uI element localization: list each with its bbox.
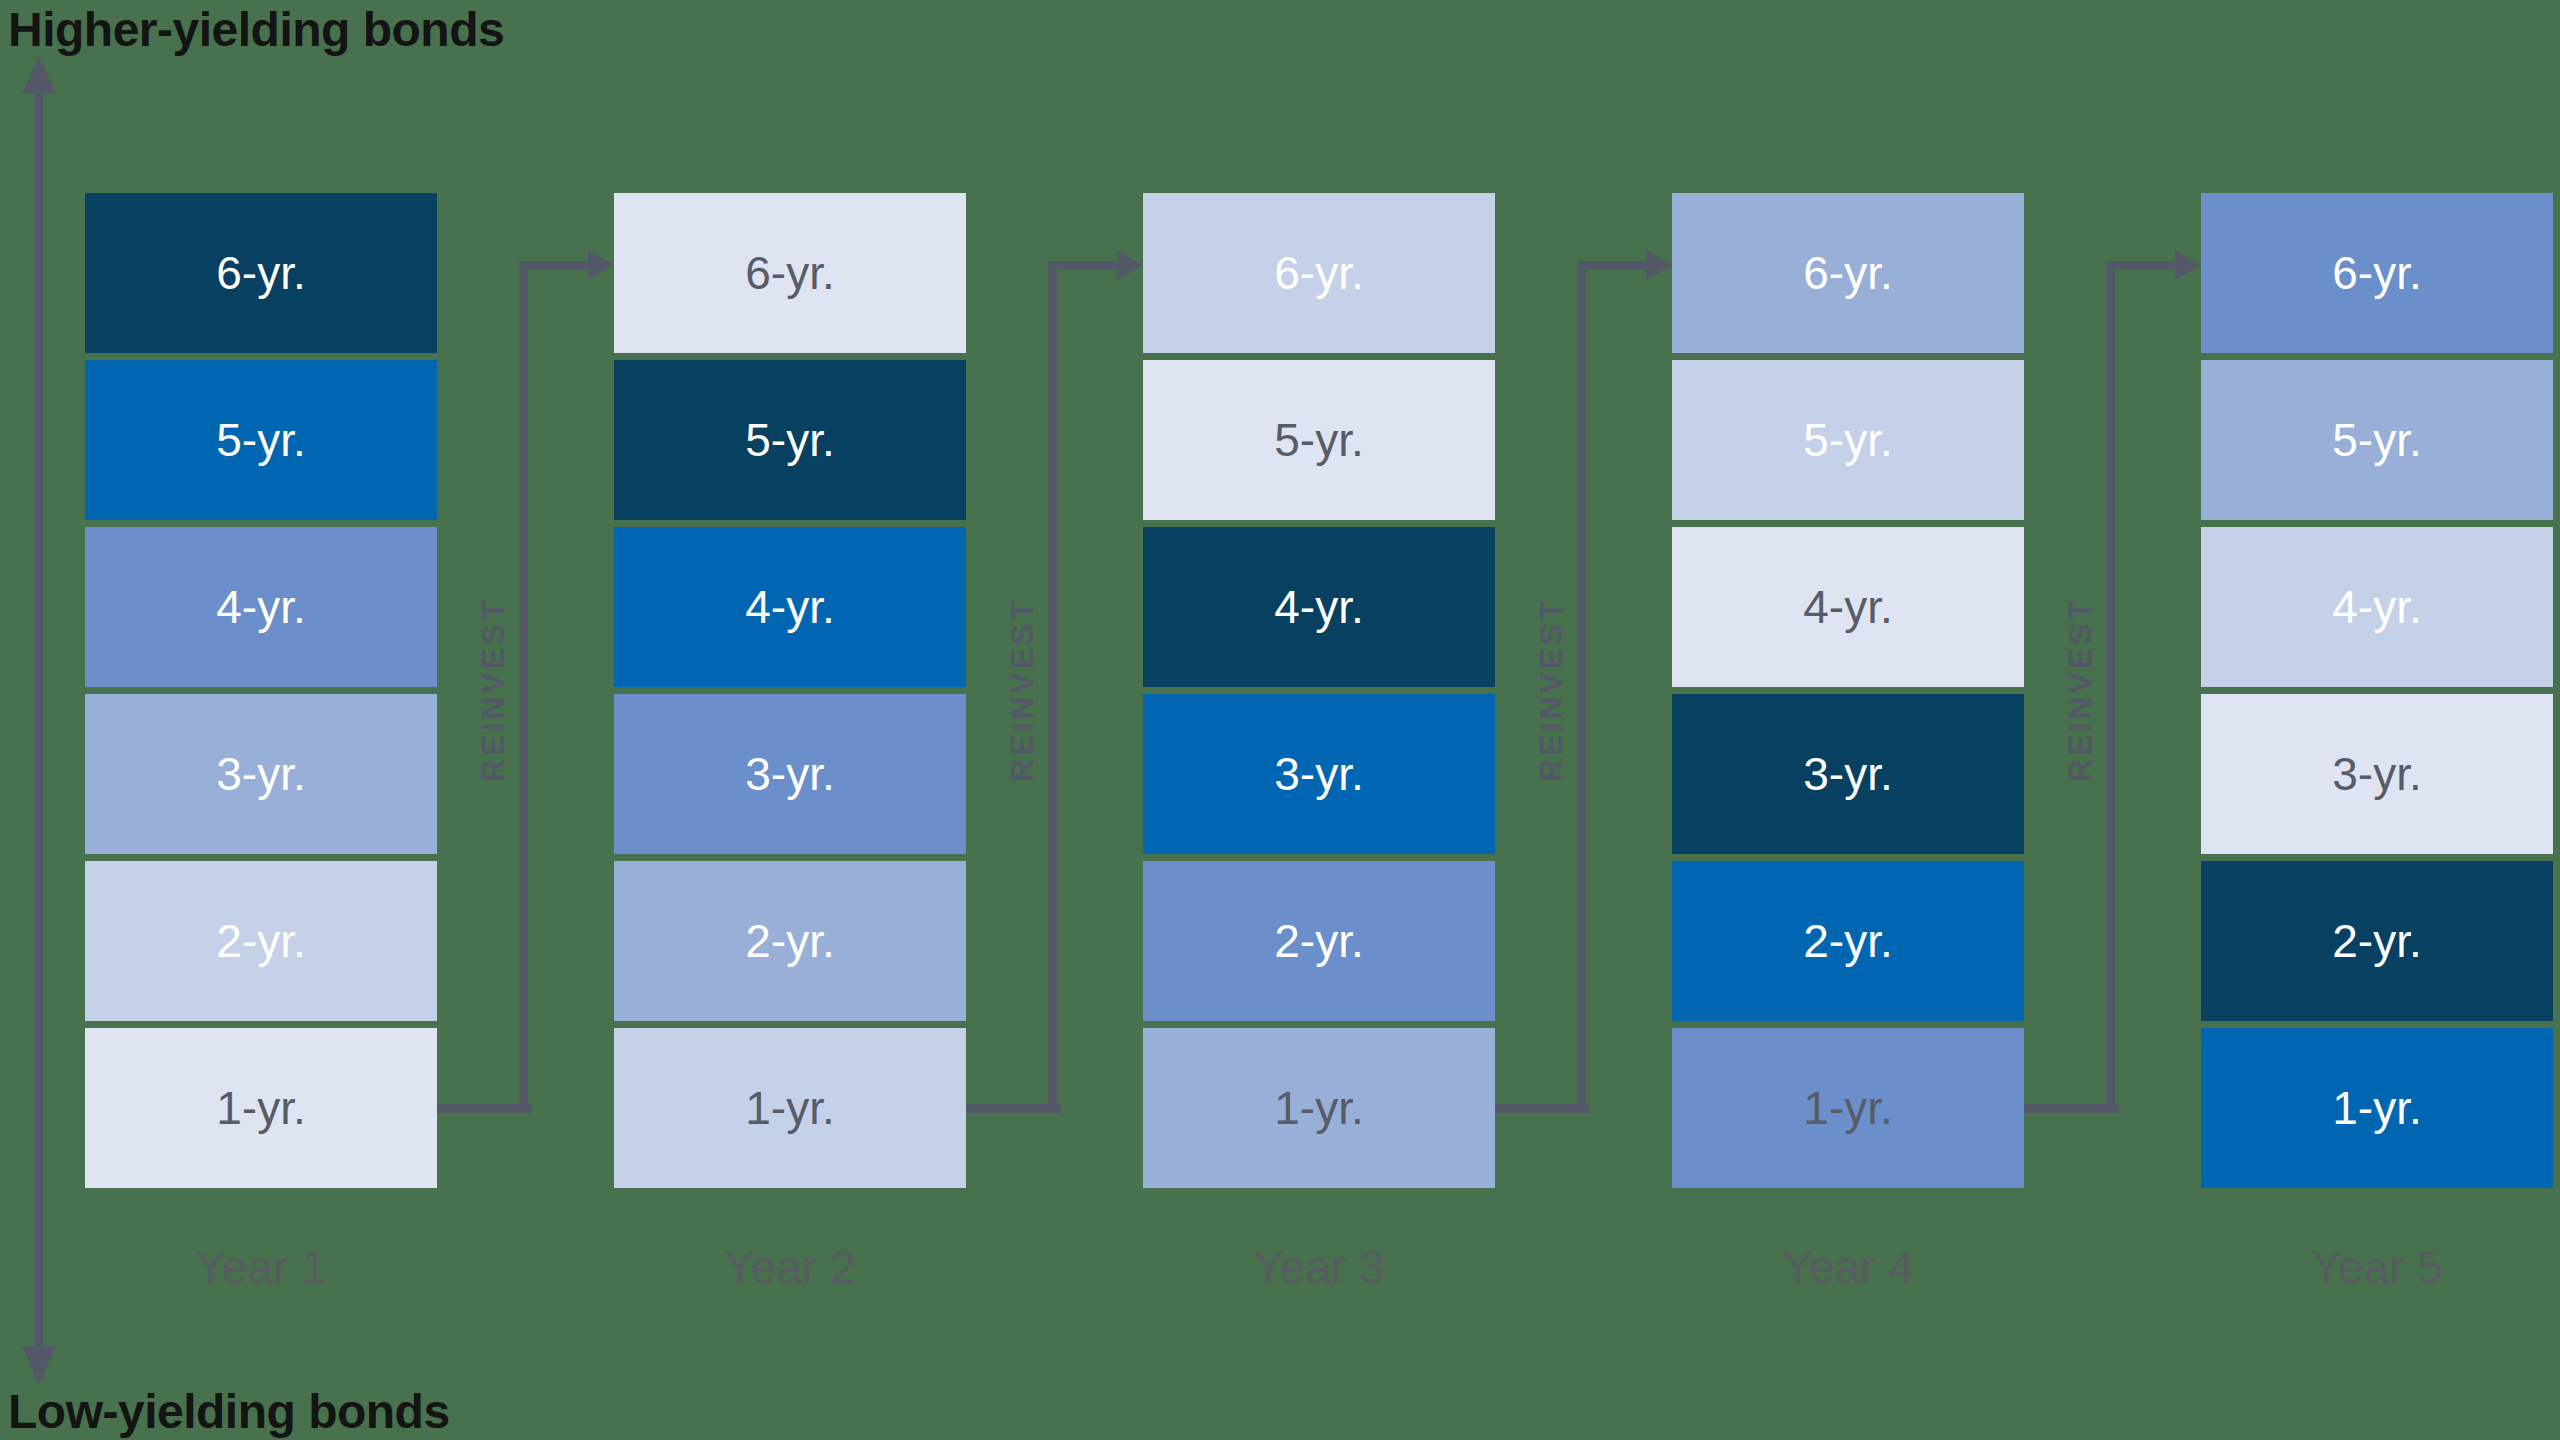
bond-box-label: 4-yr. <box>216 580 305 634</box>
bond-box-label: 4-yr. <box>745 580 834 634</box>
bond-box-label: 1-yr. <box>745 1081 834 1135</box>
bond-box-2yr-year-4: 2-yr. <box>1672 861 2024 1021</box>
bond-box-2yr-year-1: 2-yr. <box>85 861 437 1021</box>
bond-box-5yr-year-4: 5-yr. <box>1672 360 2024 520</box>
bond-box-label: 1-yr. <box>1803 1081 1892 1135</box>
reinvest-label: REINVEST <box>1531 530 1571 850</box>
reinvest-connector-bottom-segment <box>966 1104 1061 1113</box>
bond-box-label: 2-yr. <box>745 914 834 968</box>
bond-box-3yr-year-2: 3-yr. <box>614 694 966 854</box>
bond-box-label: 2-yr. <box>1803 914 1892 968</box>
yield-axis-line <box>34 80 43 1380</box>
reinvest-label: REINVEST <box>2060 530 2100 850</box>
bond-box-4yr-year-1: 4-yr. <box>85 527 437 687</box>
reinvest-connector-vertical-segment <box>2106 261 2115 1113</box>
bond-box-4yr-year-2: 4-yr. <box>614 527 966 687</box>
bond-box-5yr-year-5: 5-yr. <box>2201 360 2553 520</box>
bond-box-4yr-year-3: 4-yr. <box>1143 527 1495 687</box>
bond-box-1yr-year-5: 1-yr. <box>2201 1028 2553 1188</box>
axis-arrow-down-icon <box>22 1346 56 1384</box>
bond-box-3yr-year-5: 3-yr. <box>2201 694 2553 854</box>
reinvest-connector-top-segment <box>2106 261 2176 270</box>
low-yielding-bonds-label: Low-yielding bonds <box>8 1384 450 1439</box>
bond-box-label: 4-yr. <box>1803 580 1892 634</box>
reinvest-label: REINVEST <box>473 530 513 850</box>
bond-box-5yr-year-2: 5-yr. <box>614 360 966 520</box>
bond-box-6yr-year-5: 6-yr. <box>2201 193 2553 353</box>
bond-box-label: 6-yr. <box>745 246 834 300</box>
reinvest-connector-bottom-segment <box>1495 1104 1590 1113</box>
bond-box-6yr-year-1: 6-yr. <box>85 193 437 353</box>
bond-box-2yr-year-5: 2-yr. <box>2201 861 2553 1021</box>
year-label-2: Year 2 <box>614 1240 966 1296</box>
bond-box-label: 6-yr. <box>1274 246 1363 300</box>
reinvest-arrowhead-icon <box>1646 250 1672 280</box>
reinvest-connector-vertical-segment <box>1048 261 1057 1113</box>
bond-box-label: 4-yr. <box>2332 580 2421 634</box>
bond-box-label: 5-yr. <box>1274 413 1363 467</box>
higher-yielding-bonds-label: Higher-yielding bonds <box>8 2 504 57</box>
bond-box-label: 2-yr. <box>2332 914 2421 968</box>
bond-box-label: 2-yr. <box>216 914 305 968</box>
bond-box-4yr-year-5: 4-yr. <box>2201 527 2553 687</box>
reinvest-connector-top-segment <box>1577 261 1647 270</box>
bond-box-3yr-year-3: 3-yr. <box>1143 694 1495 854</box>
bond-box-label: 3-yr. <box>745 747 834 801</box>
bond-box-6yr-year-4: 6-yr. <box>1672 193 2024 353</box>
reinvest-arrowhead-icon <box>2175 250 2201 280</box>
year-label-1: Year 1 <box>85 1240 437 1296</box>
bond-box-label: 6-yr. <box>1803 246 1892 300</box>
reinvest-connector-top-segment <box>519 261 589 270</box>
reinvest-connector-vertical-segment <box>1577 261 1586 1113</box>
bond-box-1yr-year-2: 1-yr. <box>614 1028 966 1188</box>
bond-box-label: 2-yr. <box>1274 914 1363 968</box>
bond-box-3yr-year-4: 3-yr. <box>1672 694 2024 854</box>
bond-box-label: 5-yr. <box>216 413 305 467</box>
bond-box-label: 1-yr. <box>216 1081 305 1135</box>
bond-box-6yr-year-3: 6-yr. <box>1143 193 1495 353</box>
bond-box-label: 5-yr. <box>745 413 834 467</box>
bond-box-label: 6-yr. <box>216 246 305 300</box>
year-label-4: Year 4 <box>1672 1240 2024 1296</box>
bond-box-3yr-year-1: 3-yr. <box>85 694 437 854</box>
bond-box-2yr-year-3: 2-yr. <box>1143 861 1495 1021</box>
reinvest-label: REINVEST <box>1002 530 1042 850</box>
bond-box-2yr-year-2: 2-yr. <box>614 861 966 1021</box>
bond-box-label: 4-yr. <box>1274 580 1363 634</box>
bond-box-label: 3-yr. <box>216 747 305 801</box>
bond-box-label: 3-yr. <box>1803 747 1892 801</box>
bond-box-1yr-year-4: 1-yr. <box>1672 1028 2024 1188</box>
bond-ladder-diagram: Higher-yielding bonds 6-yr. 5-yr. 4-yr. 3-y… <box>0 0 2560 1440</box>
bond-box-label: 3-yr. <box>1274 747 1363 801</box>
reinvest-connector-top-segment <box>1048 261 1118 270</box>
bond-box-label: 6-yr. <box>2332 246 2421 300</box>
bond-box-label: 5-yr. <box>2332 413 2421 467</box>
bond-box-1yr-year-1: 1-yr. <box>85 1028 437 1188</box>
bond-box-5yr-year-1: 5-yr. <box>85 360 437 520</box>
reinvest-connector-vertical-segment <box>519 261 528 1113</box>
bond-box-label: 3-yr. <box>2332 747 2421 801</box>
reinvest-connector-bottom-segment <box>2024 1104 2119 1113</box>
bond-box-label: 1-yr. <box>2332 1081 2421 1135</box>
bond-box-4yr-year-4: 4-yr. <box>1672 527 2024 687</box>
bond-box-6yr-year-2: 6-yr. <box>614 193 966 353</box>
bond-box-label: 5-yr. <box>1803 413 1892 467</box>
bond-box-1yr-year-3: 1-yr. <box>1143 1028 1495 1188</box>
bond-box-label: 1-yr. <box>1274 1081 1363 1135</box>
year-label-5: Year 5 <box>2201 1240 2553 1296</box>
reinvest-arrowhead-icon <box>1117 250 1143 280</box>
bond-box-5yr-year-3: 5-yr. <box>1143 360 1495 520</box>
reinvest-connector-bottom-segment <box>437 1104 532 1113</box>
reinvest-arrowhead-icon <box>588 250 614 280</box>
year-label-3: Year 3 <box>1143 1240 1495 1296</box>
